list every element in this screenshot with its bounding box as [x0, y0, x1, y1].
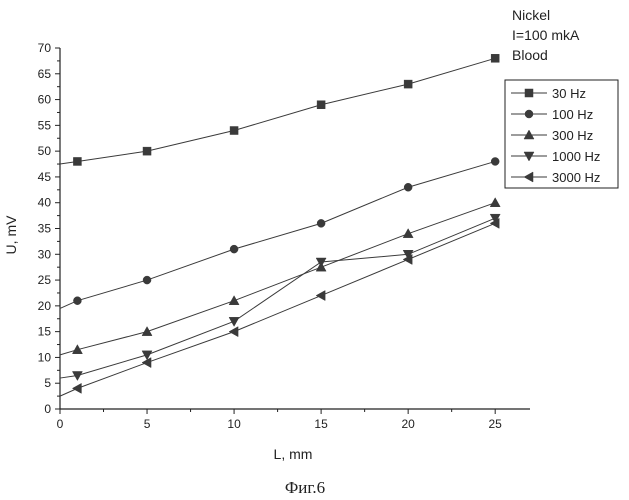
data-point — [317, 219, 325, 227]
series-group — [60, 54, 500, 396]
data-point — [229, 327, 238, 337]
x-tick-label: 0 — [57, 417, 64, 431]
data-point — [490, 198, 500, 207]
y-tick-label: 45 — [38, 170, 52, 184]
legend-marker — [525, 110, 533, 118]
series-1000hz — [60, 214, 500, 380]
series-100hz — [60, 157, 499, 308]
y-tick-label: 0 — [44, 402, 51, 416]
y-ticks: 0 5 10 15 20 25 30 35 40 45 50 55 60 65 70 — [38, 41, 60, 416]
data-point — [142, 327, 152, 336]
y-axis-title: U, mV — [3, 215, 19, 255]
y-tick-label: 60 — [38, 93, 52, 107]
x-tick-label: 10 — [227, 417, 241, 431]
data-point — [317, 101, 325, 109]
legend-label: 30 Hz — [552, 86, 586, 101]
y-tick-label: 55 — [38, 118, 52, 132]
data-point — [143, 276, 151, 284]
data-point — [491, 157, 499, 165]
figure-caption: Фиг.6 — [285, 478, 325, 497]
y-tick-label: 5 — [44, 376, 51, 390]
series-line — [60, 58, 495, 164]
y-tick-label: 40 — [38, 196, 52, 210]
legend-label: 3000 Hz — [552, 170, 600, 185]
data-point — [229, 317, 239, 326]
data-point — [73, 157, 81, 165]
legend-label: 100 Hz — [552, 107, 593, 122]
series-line — [60, 223, 495, 396]
data-point — [403, 229, 413, 238]
series-line — [60, 161, 495, 308]
legend: 30 Hz 100 Hz 300 Hz 1000 Hz 3000 Hz — [505, 80, 618, 188]
x-tick-label: 15 — [314, 417, 328, 431]
x-ticks: 0 5 10 15 20 25 — [57, 409, 503, 431]
y-tick-label: 15 — [38, 325, 52, 339]
data-point — [73, 297, 81, 305]
y-tick-label: 25 — [38, 273, 52, 287]
data-point — [404, 80, 412, 88]
data-point — [72, 383, 81, 393]
y-tick-label: 50 — [38, 144, 52, 158]
data-point — [230, 127, 238, 135]
legend-marker — [525, 89, 533, 97]
data-point — [316, 291, 325, 301]
series-30hz — [60, 54, 499, 165]
x-tick-label: 5 — [144, 417, 151, 431]
series-3000hz — [60, 218, 499, 396]
series-line — [60, 218, 495, 378]
y-tick-label: 10 — [38, 350, 52, 364]
y-tick-label: 35 — [38, 222, 52, 236]
data-point — [491, 54, 499, 62]
y-tick-label: 30 — [38, 247, 52, 261]
data-point — [143, 147, 151, 155]
data-point — [230, 245, 238, 253]
data-point — [229, 296, 239, 305]
series-line — [60, 203, 495, 355]
plot-area: 0 5 10 15 20 25 30 35 40 45 50 55 60 65 70 0 5 10 15 20 25 — [38, 41, 530, 431]
y-tick-label: 70 — [38, 41, 52, 55]
annotation-metal: Nickel — [512, 7, 550, 23]
data-point — [404, 183, 412, 191]
y-tick-label: 20 — [38, 299, 52, 313]
legend-label: 1000 Hz — [552, 149, 600, 164]
x-axis-title: L, mm — [274, 446, 313, 462]
legend-label: 300 Hz — [552, 128, 593, 143]
annotation-current: I=100 mkA — [512, 27, 580, 43]
x-tick-label: 25 — [489, 417, 503, 431]
annotation-medium: Blood — [512, 47, 548, 63]
y-tick-label: 65 — [38, 67, 52, 81]
annotation-block: Nickel I=100 mkA Blood — [512, 7, 580, 63]
x-tick-label: 20 — [401, 417, 415, 431]
series-300hz — [60, 198, 500, 355]
